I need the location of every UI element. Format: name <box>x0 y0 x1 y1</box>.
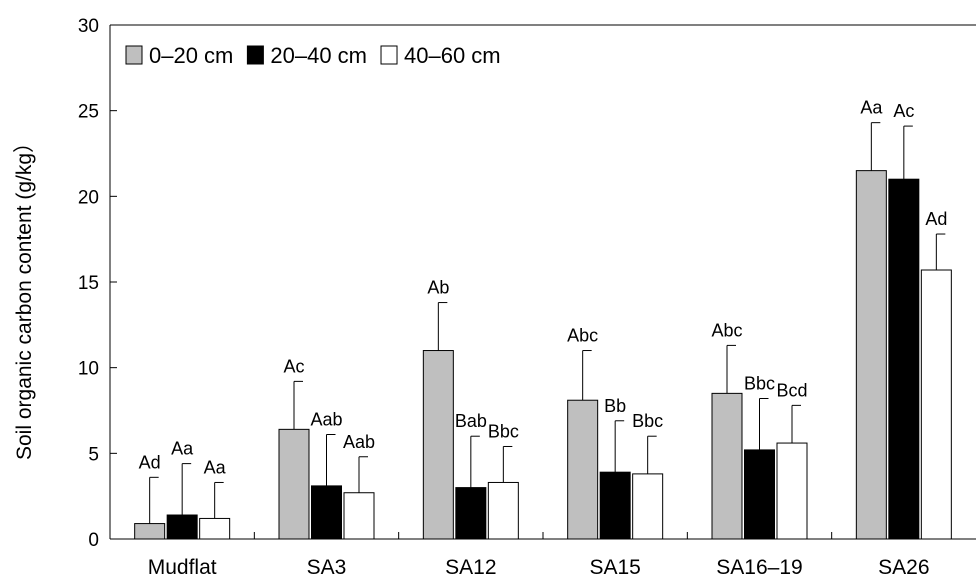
significance-label: Ad <box>925 209 947 229</box>
bar <box>166 514 198 540</box>
legend-label: 40–60 cm <box>404 43 501 68</box>
significance-label: Aa <box>171 439 194 459</box>
error-bars <box>149 122 946 524</box>
legend-swatch <box>125 45 143 65</box>
bar <box>422 350 454 540</box>
significance-label: Bbc <box>488 421 519 441</box>
y-tick-label: 5 <box>88 444 99 465</box>
significance-label: Abc <box>567 326 598 346</box>
bar <box>311 485 342 540</box>
axes <box>109 24 976 540</box>
x-category-labels: Mudflat SA3 SA12 SA15 SA16–19 SA26 <box>148 556 930 579</box>
y-tick-label: 30 <box>78 16 99 37</box>
y-tick-label: 20 <box>78 187 99 208</box>
legend: 0–20 cm 20–40 cm 40–60 cm <box>125 43 501 68</box>
significance-label: Bbc <box>632 411 663 431</box>
significance-label: Bab <box>455 411 487 431</box>
significance-label: Bbc <box>744 374 775 394</box>
bar <box>776 442 808 540</box>
legend-label: 0–20 cm <box>149 43 233 68</box>
bar <box>343 492 375 540</box>
bar <box>199 517 231 540</box>
bar <box>278 428 310 540</box>
bar <box>567 399 599 540</box>
bar <box>711 392 743 540</box>
y-tick-label: 0 <box>88 530 99 551</box>
significance-label: Abc <box>711 320 742 340</box>
y-tick-labels: 0 5 10 15 20 25 30 <box>78 16 99 551</box>
bar <box>744 449 775 540</box>
bar <box>888 178 920 540</box>
x-category-label: SA3 <box>307 556 347 579</box>
significance-label: Aa <box>204 457 227 477</box>
y-tick-label: 25 <box>78 102 99 123</box>
bar <box>134 523 166 540</box>
significance-label: Aa <box>860 98 883 118</box>
significance-label: Ac <box>893 101 914 121</box>
significance-label: Aab <box>343 432 375 452</box>
x-category-label: SA12 <box>445 556 496 579</box>
bar <box>487 481 519 540</box>
x-category-label: SA15 <box>589 556 640 579</box>
x-category-label: SA16–19 <box>716 556 802 579</box>
y-tick-label: 15 <box>78 273 99 294</box>
bar <box>455 487 487 540</box>
significance-label: Bb <box>604 396 626 416</box>
significance-label: Ac <box>283 356 304 376</box>
legend-label: 20–40 cm <box>270 43 367 68</box>
significance-label: Aab <box>310 409 342 429</box>
legend-swatch <box>246 45 264 65</box>
bar <box>855 170 887 540</box>
x-category-label: Mudflat <box>148 556 217 579</box>
bars <box>134 170 952 540</box>
y-axis-title: Soil organic carbon content (g/kg） <box>13 132 36 460</box>
significance-label: Ad <box>139 452 161 472</box>
bar <box>599 471 631 540</box>
legend-swatch <box>380 45 398 65</box>
x-category-label: SA26 <box>878 556 929 579</box>
significance-label: Ab <box>427 278 449 298</box>
bar <box>920 269 952 540</box>
significance-label: Bcd <box>776 380 807 400</box>
bar <box>632 473 664 540</box>
y-tick-label: 10 <box>78 359 99 380</box>
